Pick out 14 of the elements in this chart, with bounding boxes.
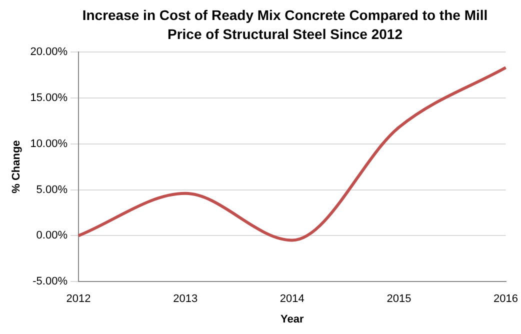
y-tick-label: 0.00%	[36, 230, 68, 242]
x-axis-title: Year	[280, 313, 304, 326]
x-tick-label: 2014	[280, 293, 304, 306]
x-tick-label: 2015	[386, 293, 412, 306]
y-tick-label: 5.00%	[36, 184, 68, 196]
chart-title: Increase in Cost of Ready Mix Concrete Compared to the Mill Price of Structural Steel Since 2012	[81, 6, 489, 44]
y-tick-label: -5.00%	[32, 276, 68, 288]
y-tick-label: 10.00%	[30, 138, 68, 150]
y-tick-label: 20.00%	[30, 46, 68, 58]
x-tick-label: 2012	[66, 293, 91, 306]
x-tick-label: 2013	[173, 293, 198, 306]
y-tick-label: 15.00%	[30, 92, 68, 104]
y-axis-title: % Change	[10, 140, 23, 194]
x-tick-label: 2016	[494, 293, 518, 306]
